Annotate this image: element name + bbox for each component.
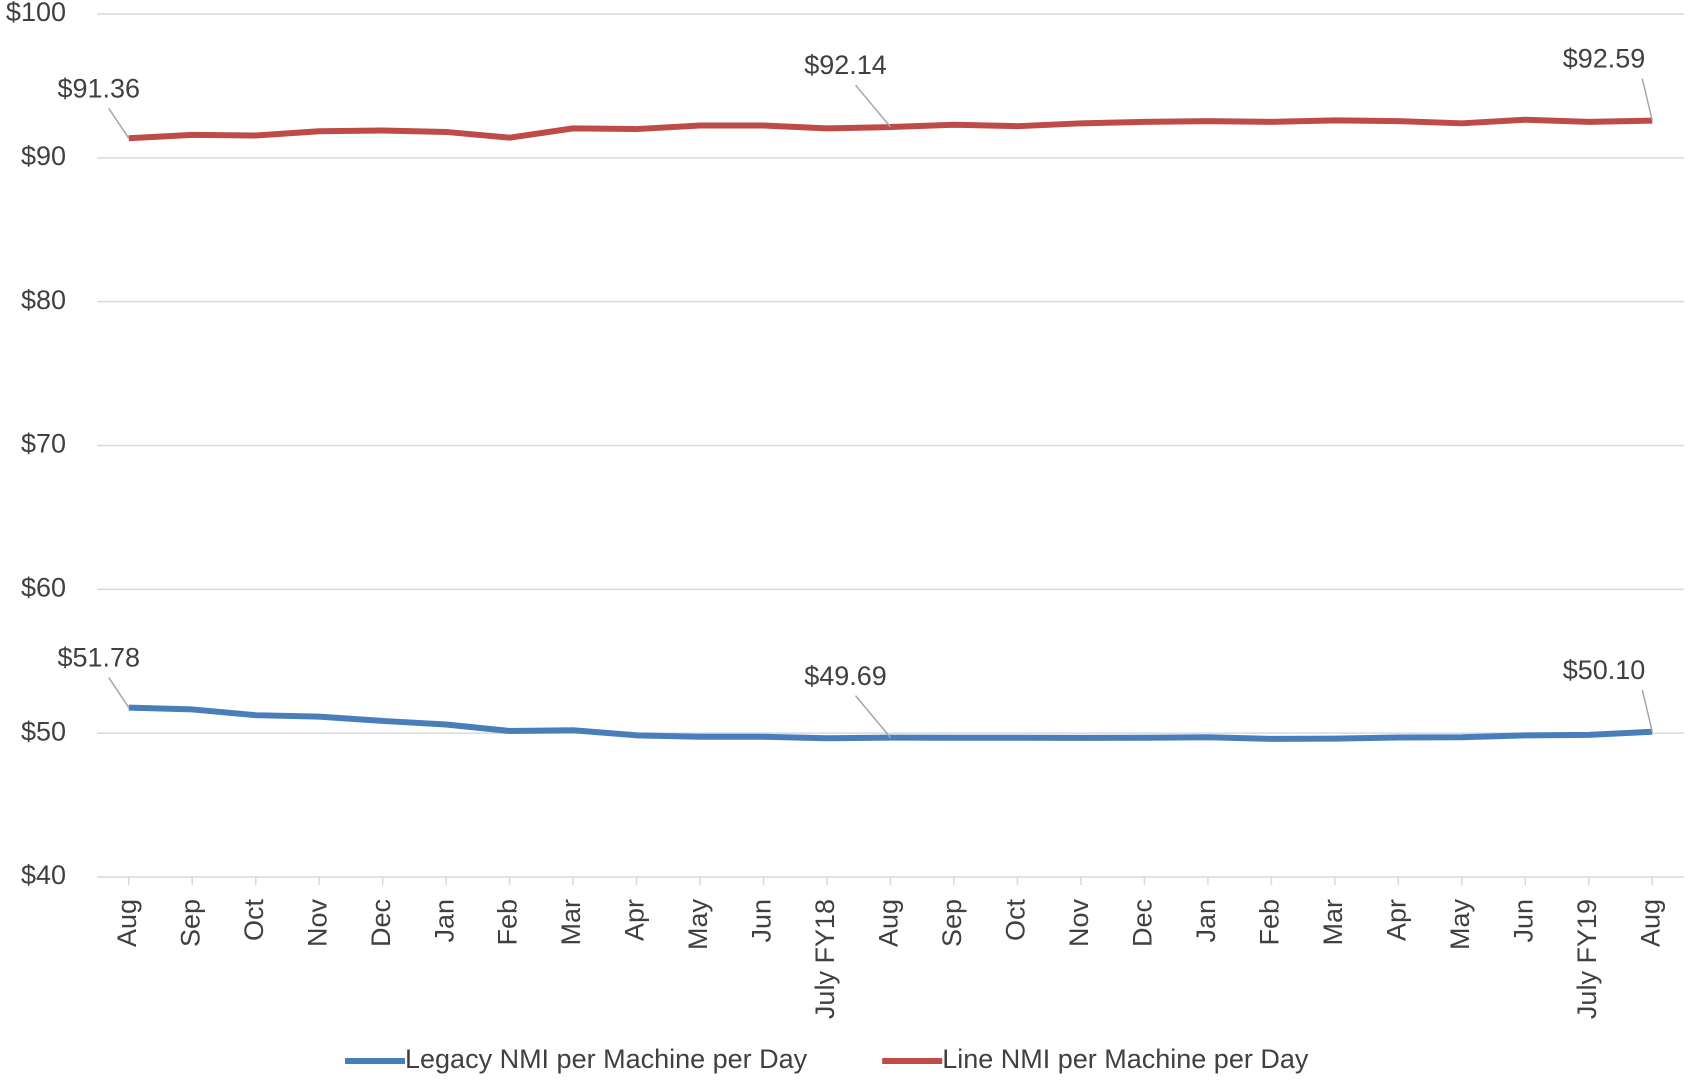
x-tick-label: Nov <box>1064 899 1094 948</box>
y-tick-label: $70 <box>21 429 66 459</box>
x-tick-label: Sep <box>175 899 205 947</box>
leader-line <box>108 677 130 708</box>
x-tick-label: July FY18 <box>810 899 840 1019</box>
legend-label: Line NMI per Machine per Day <box>942 1044 1309 1074</box>
data-label: $91.36 <box>57 73 140 103</box>
data-label: $51.78 <box>57 643 140 673</box>
x-tick-label: May <box>683 899 713 951</box>
x-tick-label: Jun <box>747 899 777 943</box>
leader-line <box>854 695 892 739</box>
x-tick-label: Sep <box>937 899 967 947</box>
x-tick-label: Mar <box>1318 899 1348 946</box>
x-tick-label: Jun <box>1508 899 1538 943</box>
leader-line <box>1641 78 1653 121</box>
x-tick-label: Jan <box>1191 899 1221 943</box>
y-tick-label: $60 <box>21 572 66 602</box>
x-tick-label: Dec <box>1128 899 1158 947</box>
x-tick-label: Feb <box>493 899 523 946</box>
y-tick-label: $80 <box>21 285 66 315</box>
x-tick-label: Aug <box>112 899 142 947</box>
y-tick-label: $100 <box>6 0 66 27</box>
data-label: $92.59 <box>1563 44 1646 74</box>
legend-label: Legacy NMI per Machine per Day <box>405 1044 808 1074</box>
leader-line <box>854 84 892 128</box>
series-line <box>128 704 1653 742</box>
x-tick-label: Feb <box>1255 899 1285 946</box>
x-tick-label: Jan <box>429 899 459 943</box>
y-tick-label: $90 <box>21 141 66 171</box>
data-label: $92.14 <box>804 50 887 80</box>
x-tick-label: Oct <box>1001 899 1031 942</box>
leader-line <box>1641 689 1653 732</box>
x-tick-label: Aug <box>1635 899 1665 947</box>
leader-line <box>108 107 130 139</box>
x-tick-label: Oct <box>239 899 269 942</box>
x-tick-label: Dec <box>366 899 396 947</box>
x-tick-label: Apr <box>620 899 650 941</box>
y-tick-label: $50 <box>21 716 66 746</box>
data-label: $49.69 <box>804 661 887 691</box>
x-tick-label: Mar <box>556 899 586 946</box>
series-line <box>128 116 1653 142</box>
x-tick-label: Aug <box>874 899 904 947</box>
x-tick-label: May <box>1445 899 1475 951</box>
y-tick-label: $40 <box>21 860 66 890</box>
data-label: $50.10 <box>1563 655 1646 685</box>
x-tick-label: July FY19 <box>1572 899 1602 1019</box>
x-tick-label: Apr <box>1381 899 1411 941</box>
x-tick-label: Nov <box>302 899 332 948</box>
